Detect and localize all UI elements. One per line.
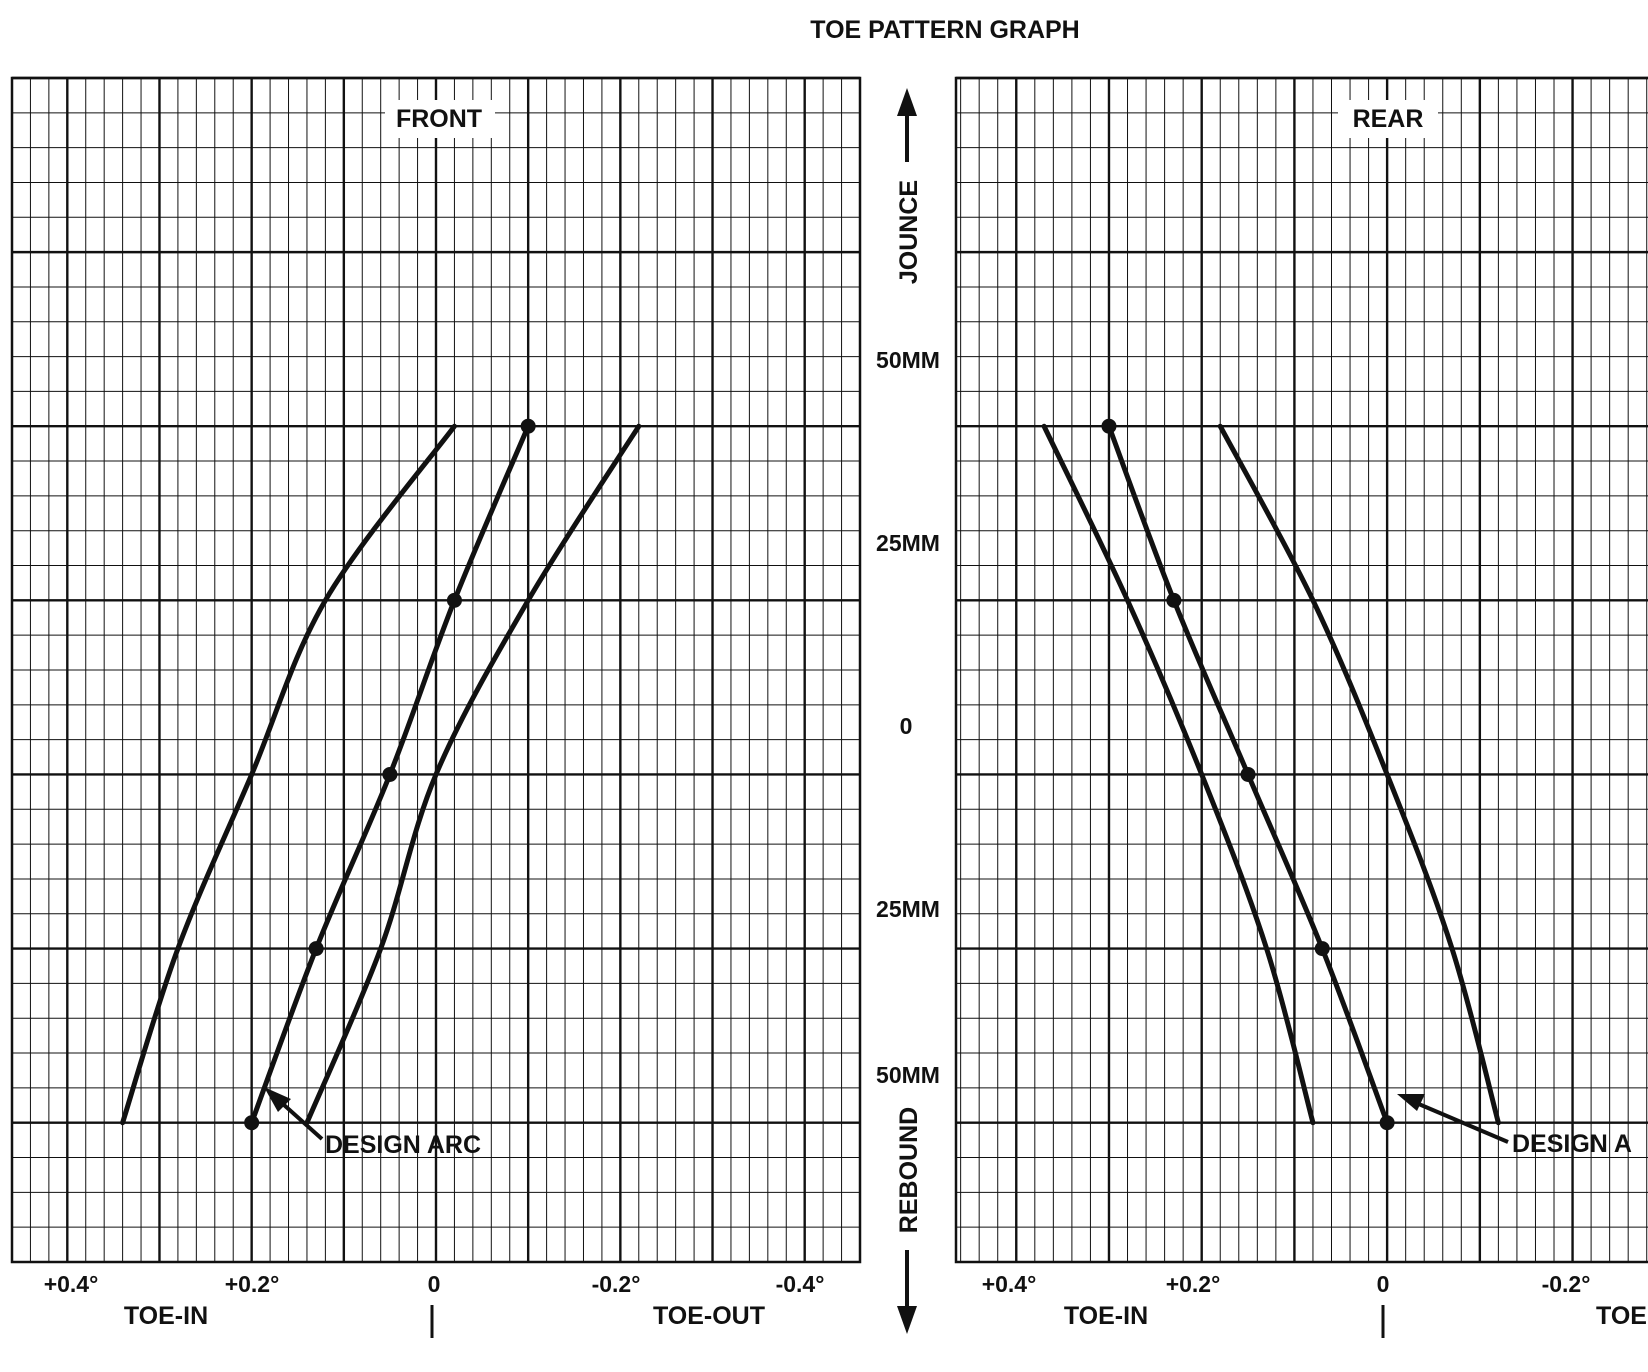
front-x-ticks: +0.4° +0.2° 0 -0.2° -0.4° <box>44 1271 825 1297</box>
rear-toe-out-label: TOE <box>1596 1302 1647 1330</box>
front-panel-title: FRONT <box>396 105 482 133</box>
front-plot-frame <box>10 76 862 1264</box>
rear-design-point <box>1379 1115 1395 1131</box>
rear-design-arc-callout: DESIGN A <box>1397 1094 1632 1158</box>
front-grid <box>11 76 861 1263</box>
rear-design-point <box>1166 592 1182 608</box>
front-design-point <box>244 1115 260 1131</box>
travel-tick-label: 50MM <box>876 347 940 373</box>
jounce-label: JOUNCE <box>895 180 923 284</box>
front-x-tick-label: -0.4° <box>776 1271 825 1297</box>
rear-x-tick-label: -0.2° <box>1542 1271 1591 1297</box>
front-x-tick-label: 0 <box>428 1271 441 1297</box>
figure-title: TOE PATTERN GRAPH <box>810 16 1079 44</box>
rear-x-tick-label: +0.4° <box>982 1271 1037 1297</box>
travel-tick-label: 25MM <box>876 530 940 556</box>
front-design-arc-callout: DESIGN ARC <box>264 1087 481 1159</box>
front-x-tick-label: +0.2° <box>225 1271 280 1297</box>
front-series-group <box>120 418 642 1131</box>
rear-x-tick-label: 0 <box>1377 1271 1390 1297</box>
front-toe-in-label: TOE-IN <box>124 1302 208 1330</box>
rear-panel-title: REAR <box>1353 105 1424 133</box>
rear-series-group <box>1041 418 1501 1131</box>
front-x-tick-label: -0.2° <box>592 1271 641 1297</box>
rear-upper-limit-line <box>1041 423 1316 1126</box>
rear-annotation: DESIGN A <box>1512 1130 1632 1158</box>
center-travel-axis: JOUNCE 50MM 25MM 0 25MM 50MM REBOUND <box>876 88 940 1334</box>
rear-design-point <box>1314 941 1330 957</box>
front-design-point <box>520 418 536 434</box>
front-x-tick-label: +0.4° <box>44 1271 99 1297</box>
front-design-point <box>446 592 462 608</box>
front-lower-limit-line <box>304 423 642 1126</box>
front-chart-panel: FRONT +0.4° +0.2° 0 -0.2° -0.4° TOE-IN T… <box>10 76 862 1338</box>
front-upper-limit-line <box>120 423 457 1126</box>
front-design-point <box>308 941 324 957</box>
front-title-backdrop <box>385 100 495 138</box>
rear-plot-frame <box>954 76 1648 1264</box>
travel-tick-label: 50MM <box>876 1062 940 1088</box>
rear-design-point <box>1101 418 1117 434</box>
travel-tick-label: 25MM <box>876 896 940 922</box>
front-annotation: DESIGN ARC <box>325 1131 481 1159</box>
rear-chart-panel: REAR +0.4° +0.2° 0 -0.2° TOE-IN TOE DESI… <box>954 76 1648 1338</box>
jounce-arrow-icon <box>897 88 917 116</box>
front-toe-out-label: TOE-OUT <box>653 1302 765 1330</box>
rear-lower-limit-line <box>1217 423 1501 1126</box>
rear-x-ticks: +0.4° +0.2° 0 -0.2° <box>982 1271 1591 1297</box>
travel-tick-label: 0 <box>900 713 913 739</box>
rear-title-backdrop <box>1338 100 1438 138</box>
rear-toe-in-label: TOE-IN <box>1064 1302 1148 1330</box>
rebound-arrow-icon <box>897 1306 917 1334</box>
rear-design-point <box>1240 766 1256 782</box>
rebound-label: REBOUND <box>895 1107 923 1233</box>
rear-x-tick-label: +0.2° <box>1166 1271 1221 1297</box>
front-design-point <box>382 766 398 782</box>
